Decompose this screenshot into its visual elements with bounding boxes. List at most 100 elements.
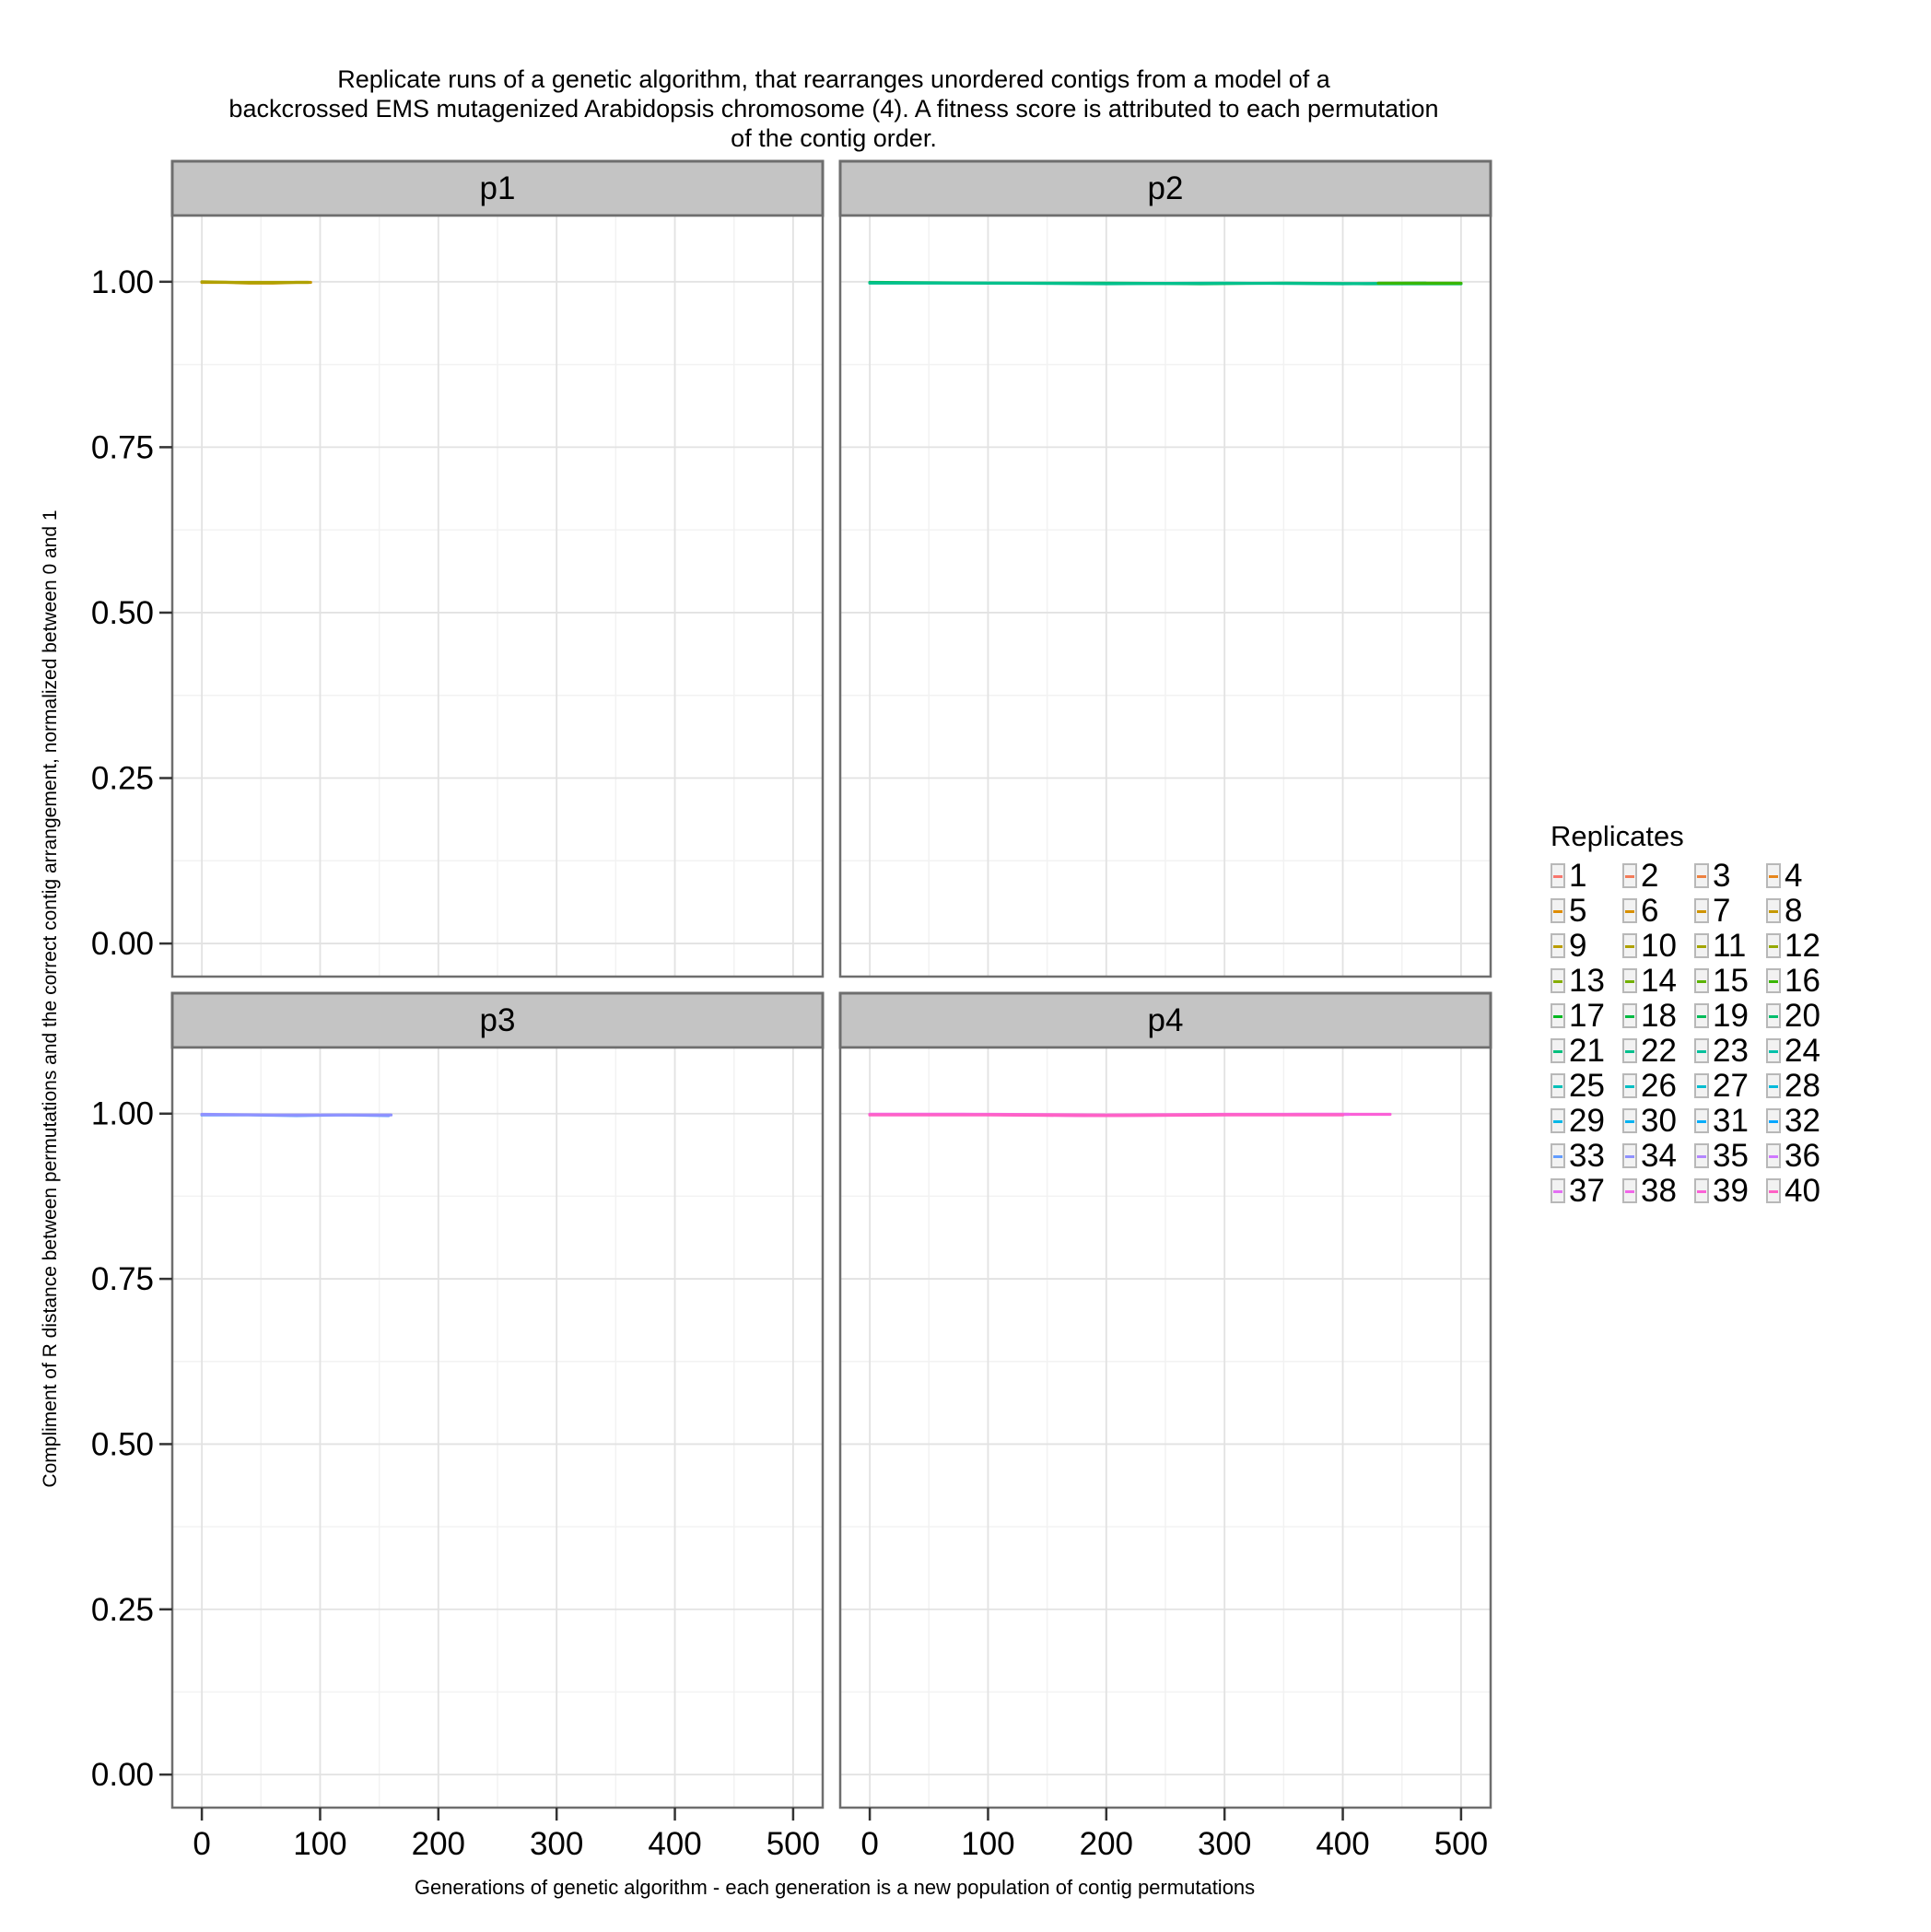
facet-strip-p3 [170, 991, 825, 1049]
facet-label-p1: p1 [480, 170, 516, 206]
y-tick-label: 0.25 [91, 1592, 154, 1628]
legend-key [1694, 1178, 1709, 1203]
legend-item: 10 [1622, 929, 1694, 963]
legend-key [1766, 1003, 1781, 1028]
legend-key [1622, 933, 1637, 958]
legend-item: 5 [1551, 894, 1622, 928]
legend-key [1622, 968, 1637, 993]
legend-key [1766, 1178, 1781, 1203]
x-tick-label: 200 [412, 1826, 465, 1862]
legend-key [1694, 1003, 1709, 1028]
legend-label: 13 [1569, 963, 1605, 999]
legend-label: 12 [1785, 928, 1820, 964]
legend-key [1551, 1108, 1565, 1133]
legend-item: 26 [1622, 1069, 1694, 1103]
legend-label: 14 [1641, 963, 1677, 999]
legend-label: 21 [1569, 1033, 1605, 1069]
legend-key [1766, 933, 1781, 958]
legend-key [1551, 863, 1565, 888]
legend-label: 2 [1641, 858, 1659, 894]
legend-label: 5 [1569, 893, 1587, 929]
x-tick-label: 0 [193, 1826, 210, 1862]
legend-title: Replicates [1551, 820, 1684, 852]
legend-key [1551, 898, 1565, 923]
legend-item: 37 [1551, 1174, 1622, 1208]
legend-label: 16 [1785, 963, 1820, 999]
legend-item: 2 [1622, 859, 1694, 893]
y-tick-label: 0.50 [91, 595, 154, 631]
legend-label: 4 [1785, 858, 1803, 894]
legend-item: 35 [1694, 1139, 1766, 1173]
legend-label: 17 [1569, 998, 1605, 1034]
panel-border-p3 [170, 1046, 825, 1809]
x-tick-label: 100 [293, 1826, 346, 1862]
facet-label-p2: p2 [1148, 170, 1184, 206]
legend-item: 19 [1694, 999, 1766, 1033]
legend-label: 29 [1569, 1103, 1605, 1139]
legend-key [1694, 968, 1709, 993]
legend-label: 40 [1785, 1173, 1820, 1209]
legend-item: 39 [1694, 1174, 1766, 1208]
legend-key [1622, 1038, 1637, 1063]
legend-item: 3 [1694, 859, 1766, 893]
legend-key [1694, 898, 1709, 923]
legend-key [1694, 1038, 1709, 1063]
y-tick-label: 0.25 [91, 761, 154, 797]
legend-label: 1 [1569, 858, 1587, 894]
legend-label: 19 [1713, 998, 1749, 1034]
panel-border-p1 [170, 214, 825, 978]
facet-strip-p1 [170, 159, 825, 217]
legend-item: 21 [1551, 1034, 1622, 1068]
legend-item: 24 [1766, 1034, 1838, 1068]
x-tick-label: 500 [1434, 1826, 1488, 1862]
y-tick-label: 0.00 [91, 1757, 154, 1793]
series-line-p3-2 [200, 1112, 393, 1117]
legend-label: 3 [1713, 858, 1731, 894]
legend-label: 9 [1569, 928, 1587, 964]
legend-item: 27 [1694, 1069, 1766, 1103]
legend-label: 27 [1713, 1068, 1749, 1104]
legend-item: 4 [1766, 859, 1838, 893]
legend-label: 15 [1713, 963, 1749, 999]
legend-key [1551, 933, 1565, 958]
legend-key [1551, 1073, 1565, 1098]
legend-label: 30 [1641, 1103, 1677, 1139]
legend-label: 34 [1641, 1138, 1677, 1174]
legend-key [1766, 1038, 1781, 1063]
legend-item: 14 [1622, 964, 1694, 998]
legend-key [1622, 898, 1637, 923]
legend-label: 26 [1641, 1068, 1677, 1104]
y-tick-label: 0.50 [91, 1426, 154, 1462]
legend-key [1622, 1073, 1637, 1098]
legend: Replicates 1 2 3 4 5 6 7 8 9 10 11 12 13 14 15 16 17 18 19… [1551, 820, 1838, 1208]
legend-label: 33 [1569, 1138, 1605, 1174]
series-line-p2-2 [868, 281, 1428, 286]
legend-label: 6 [1641, 893, 1659, 929]
legend-item: 38 [1622, 1174, 1694, 1208]
legend-key [1551, 1178, 1565, 1203]
legend-label: 11 [1713, 928, 1747, 964]
legend-item: 22 [1622, 1034, 1694, 1068]
panel-border-p2 [838, 214, 1492, 978]
legend-entries: 1 2 3 4 5 6 7 8 9 10 11 12 13 14 15 16 17 18 19 20 21 22 23 24 2… [1551, 859, 1838, 1208]
legend-item: 1 [1551, 859, 1622, 893]
legend-label: 8 [1785, 893, 1803, 929]
legend-label: 31 [1713, 1103, 1749, 1139]
legend-item: 30 [1622, 1104, 1694, 1138]
legend-label: 25 [1569, 1068, 1605, 1104]
legend-key [1551, 1143, 1565, 1168]
legend-key [1766, 1108, 1781, 1133]
legend-key [1622, 1143, 1637, 1168]
legend-key [1622, 863, 1637, 888]
legend-key [1694, 863, 1709, 888]
legend-label: 20 [1785, 998, 1820, 1034]
x-tick-label: 400 [648, 1826, 701, 1862]
legend-key [1694, 1143, 1709, 1168]
y-tick-label: 1.00 [91, 264, 154, 300]
y-tick-label: 0.75 [91, 1261, 154, 1297]
legend-key [1766, 1143, 1781, 1168]
legend-key [1551, 1038, 1565, 1063]
legend-key [1622, 1003, 1637, 1028]
legend-item: 28 [1766, 1069, 1838, 1103]
